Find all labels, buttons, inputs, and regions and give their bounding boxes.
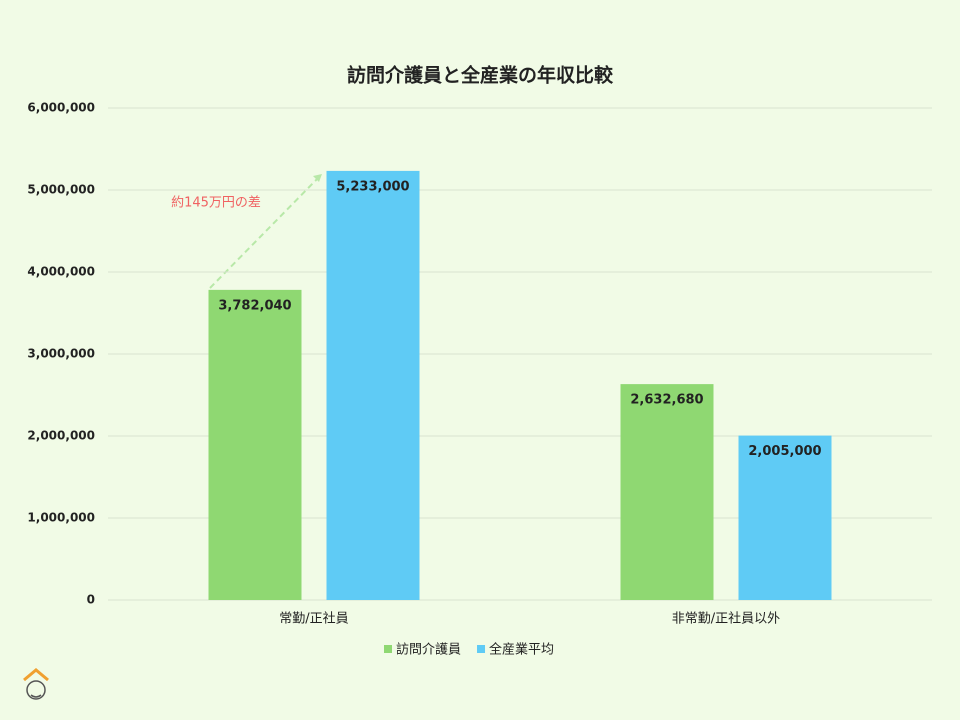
annotation-arrow [209,173,323,289]
annotation: 約145万円の差 [171,196,261,211]
legend-label: 全産業平均 [489,642,554,658]
value-label: 5,233,000 [336,179,409,194]
y-tick-label: 0 [87,593,95,607]
logo [23,668,49,700]
y-tick-label: 5,000,000 [27,183,95,197]
bar [620,384,714,600]
y-tick-label: 6,000,000 [27,101,95,115]
chart-title: 訪問介護員と全産業の年収比較 [347,64,614,87]
y-tick-label: 2,000,000 [27,429,95,443]
arrow-head [313,174,322,182]
bar [738,435,832,600]
value-label: 3,782,040 [218,298,291,313]
x-tick-label: 常勤/正社員 [279,611,348,627]
legend-label: 訪問介護員 [396,642,461,658]
y-tick-label: 1,000,000 [27,511,95,525]
legend-swatch [384,645,392,653]
y-tick-label: 3,000,000 [27,347,95,361]
legend-swatch [477,645,486,653]
x-tick-label: 非常勤/正社員以外 [672,611,780,627]
bar [326,170,420,601]
value-label: 2,005,000 [748,444,821,459]
y-tick-label: 4,000,000 [27,265,95,279]
value-label: 2,632,680 [630,393,703,408]
bar [208,289,302,600]
